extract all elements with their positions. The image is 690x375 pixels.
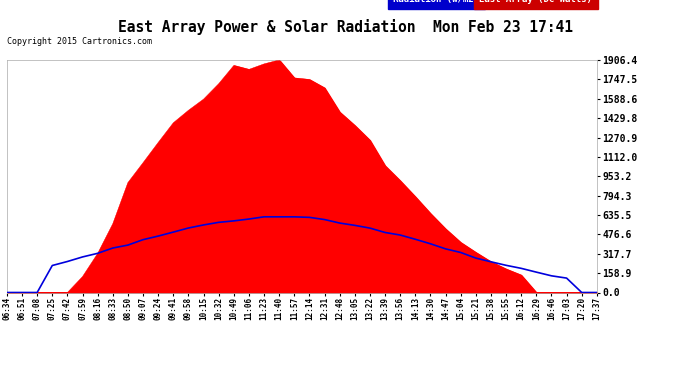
Legend: Radiation (w/m2), East Array (DC Watts): Radiation (w/m2), East Array (DC Watts) [393,0,592,4]
Text: Copyright 2015 Cartronics.com: Copyright 2015 Cartronics.com [7,38,152,46]
Text: East Array Power & Solar Radiation  Mon Feb 23 17:41: East Array Power & Solar Radiation Mon F… [117,19,573,35]
